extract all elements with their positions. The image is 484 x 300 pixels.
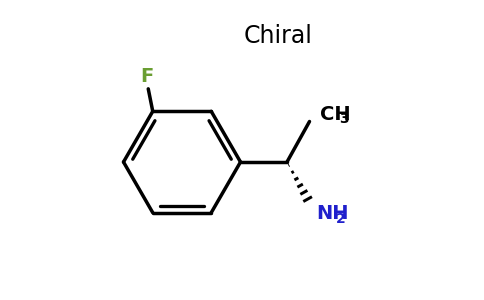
Text: NH: NH [316,204,348,224]
Text: F: F [140,67,153,86]
Text: 3: 3 [339,112,349,126]
Text: 2: 2 [336,212,346,226]
Text: CH: CH [320,104,350,124]
Text: Chiral: Chiral [243,24,313,48]
